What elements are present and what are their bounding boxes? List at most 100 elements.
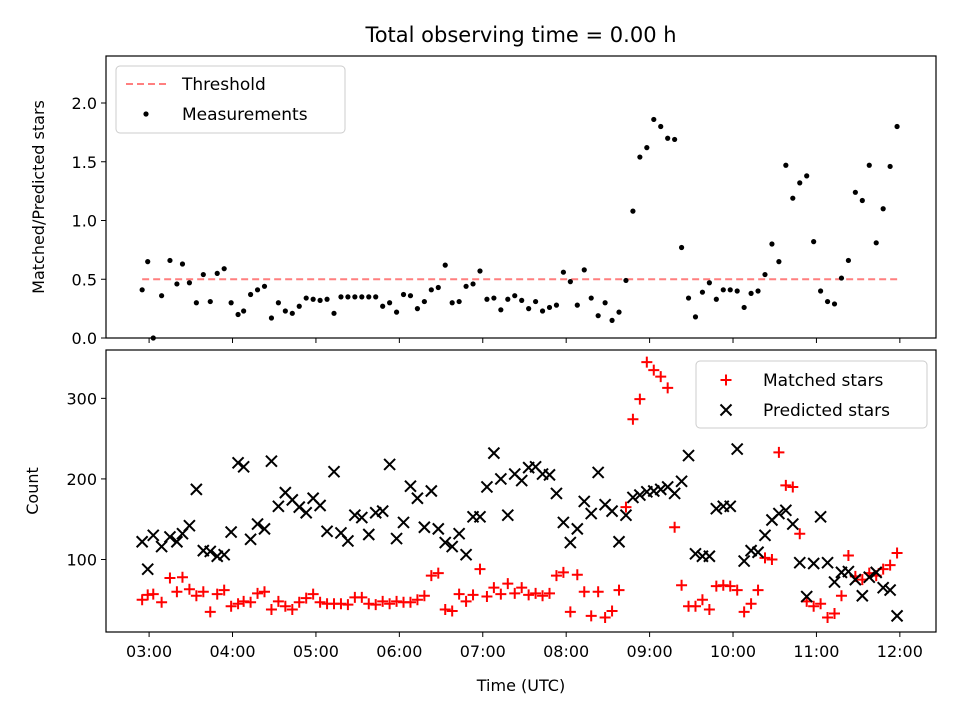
predicted-star-point (170, 535, 184, 548)
matched-star-point (537, 590, 549, 602)
matched-star-point (578, 586, 590, 598)
matched-star-point (655, 371, 667, 383)
predicted-star-point (849, 573, 862, 586)
matched-star-point (599, 611, 611, 623)
measurement-point (651, 116, 657, 123)
measurement-point (456, 298, 462, 305)
predicted-star-point (883, 583, 897, 597)
measurement-point (324, 296, 330, 302)
measurement-point (359, 294, 365, 300)
predicted-star-point (751, 546, 765, 559)
predicted-star-point (890, 609, 904, 623)
legend-matched-swatch (720, 374, 732, 386)
measurement-point (623, 277, 629, 284)
predicted-star-point (779, 504, 793, 517)
predicted-star-point (480, 480, 494, 494)
legend-predicted-swatch (719, 403, 733, 417)
matched-star-point (585, 610, 597, 622)
predicted-star-point (418, 521, 431, 534)
matched-star-point (136, 594, 148, 606)
predicted-star-point (313, 499, 327, 512)
matched-star-point (530, 587, 542, 599)
counts-y-tick-label: 100 (66, 550, 97, 569)
counts-x-tick-label: 10:00 (710, 642, 756, 661)
measurement-point (200, 271, 206, 278)
measurement-point (380, 303, 386, 309)
measurement-point (310, 296, 316, 302)
matched-star-point (502, 578, 514, 590)
predicted-star-point (793, 556, 806, 569)
predicted-star-point (870, 566, 883, 579)
matched-star-point (815, 598, 827, 610)
predicted-star-point (710, 502, 723, 515)
predicted-star-point (327, 465, 341, 478)
counts-x-tick-label: 07:00 (460, 642, 506, 661)
ratio-marks (139, 116, 900, 341)
measurement-point (553, 302, 560, 308)
predicted-star-point (814, 510, 827, 523)
predicted-star-point (612, 535, 626, 548)
predicted-star-point (265, 454, 278, 468)
predicted-star-point (800, 590, 813, 603)
predicted-star-point (654, 483, 667, 496)
ratio-axes-frame (105, 55, 937, 339)
matched-star-point (669, 521, 681, 533)
measurement-point (449, 300, 455, 306)
matched-star-point (766, 553, 778, 565)
counts-marks (135, 356, 904, 623)
predicted-star-point (515, 474, 528, 487)
measurement-point (790, 195, 796, 201)
measurement-point (776, 259, 782, 265)
measurement-point (644, 145, 650, 151)
matched-star-point (265, 603, 277, 615)
measurement-point (637, 154, 643, 160)
matched-star-point (252, 587, 264, 599)
predicted-star-point (183, 519, 196, 532)
matched-star-point (218, 584, 230, 596)
matched-star-point (822, 611, 834, 623)
predicted-star-point (147, 529, 160, 542)
measurement-point (769, 241, 775, 247)
measurement-point (519, 297, 525, 303)
matched-star-point (453, 588, 465, 600)
predicted-star-point (452, 527, 466, 540)
matched-star-point (613, 584, 625, 596)
predicted-star-point (571, 522, 584, 536)
measurement-point (859, 197, 865, 204)
predicted-star-point (626, 491, 640, 504)
predicted-star-point (786, 517, 800, 531)
predicted-star-point (856, 589, 869, 602)
measurement-point (804, 173, 810, 179)
measurement-point (588, 295, 594, 301)
measurement-point (505, 296, 511, 302)
predicted-star-point (591, 466, 605, 479)
predicted-star-point (445, 540, 459, 553)
measurement-point (658, 123, 664, 130)
measurement-point (282, 308, 288, 314)
measurement-point (221, 266, 227, 272)
matched-star-point (842, 549, 854, 561)
predicted-star-point (341, 534, 355, 548)
measurement-point (296, 303, 302, 309)
matched-star-point (377, 595, 389, 607)
measurement-point (174, 281, 180, 287)
measurement-point (428, 287, 434, 293)
matched-star-point (550, 570, 562, 582)
matched-star-point (460, 595, 472, 607)
matched-star-point (176, 571, 188, 583)
measurement-point (331, 310, 337, 316)
matched-star-point (759, 552, 771, 564)
predicted-star-point (828, 575, 841, 589)
measurement-point (186, 280, 193, 286)
predicted-star-point (689, 547, 702, 561)
matched-star-point (204, 606, 216, 618)
predicted-star-point (135, 535, 149, 548)
measurement-point (546, 304, 553, 311)
ratio-y-tick-label: 0.0 (72, 329, 97, 348)
predicted-star-point (355, 511, 369, 524)
measurement-point (228, 300, 234, 306)
matched-star-point (307, 588, 319, 600)
measurement-point (254, 287, 261, 293)
measurement-point (414, 306, 421, 312)
measurement-point (352, 294, 358, 300)
